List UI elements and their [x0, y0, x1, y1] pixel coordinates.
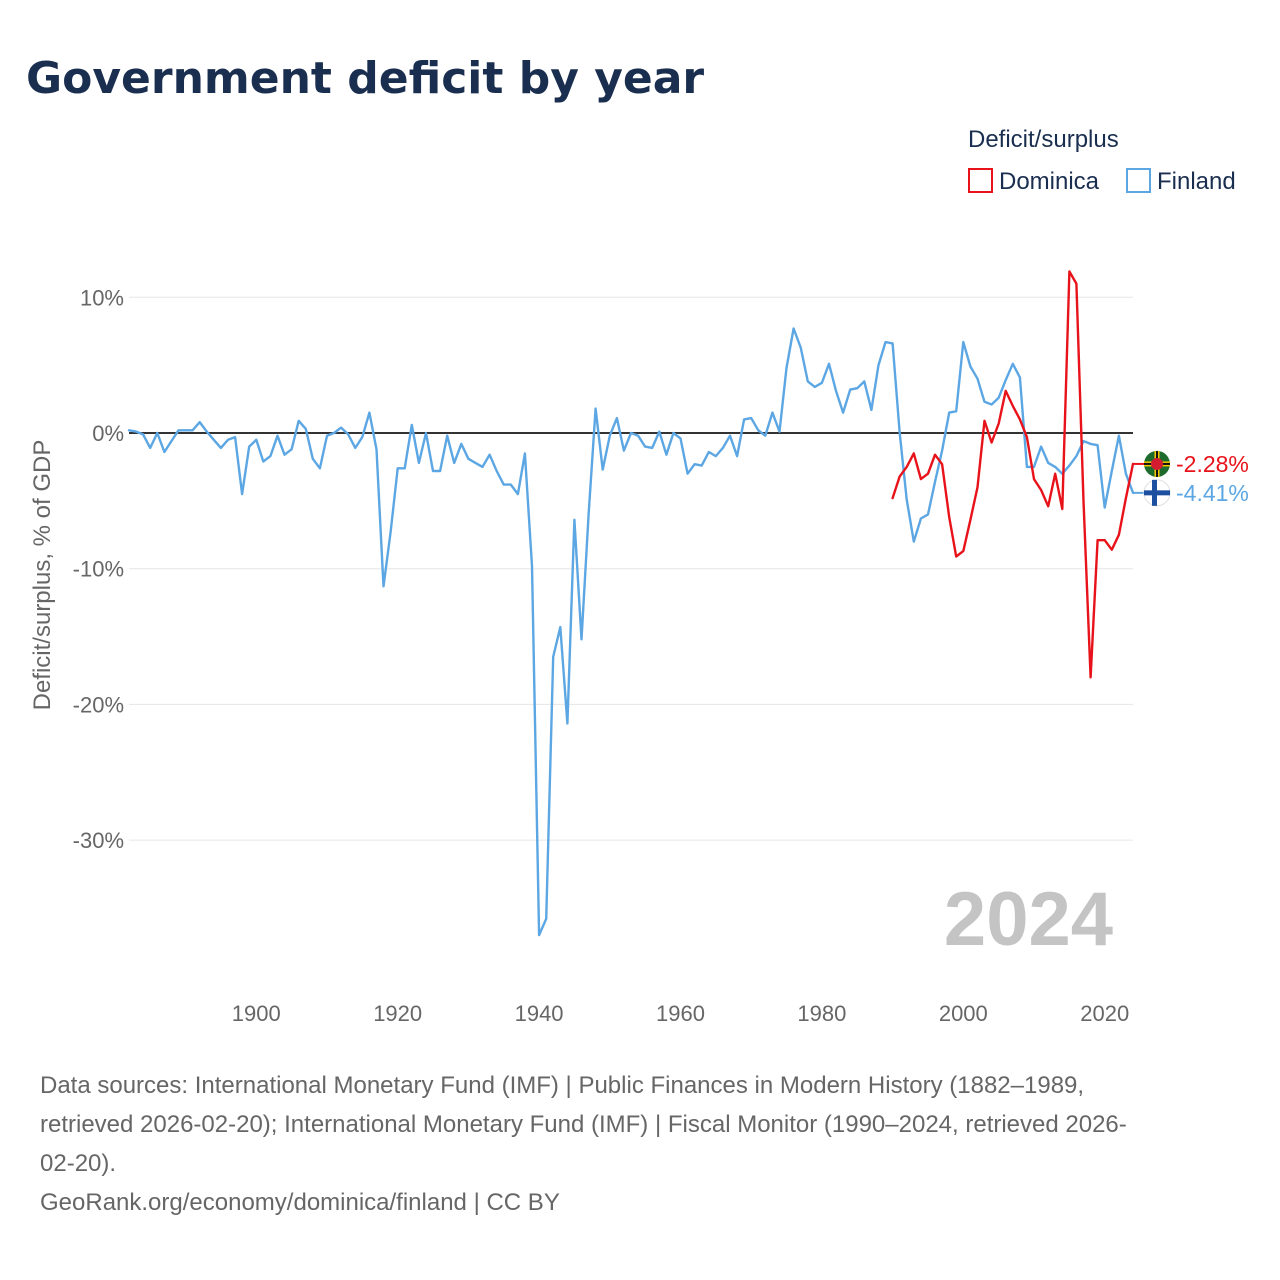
y-tick-label: -20%: [73, 692, 124, 717]
x-tick-label: 1940: [515, 1001, 564, 1026]
finland-flag-icon: [1143, 479, 1171, 507]
x-tick-label: 1980: [797, 1001, 846, 1026]
x-axis-ticks: 1900 1920 1940 1960 1980 2000 2020: [232, 1001, 1129, 1026]
source-line-1: Data sources: International Monetary Fun…: [40, 1072, 1084, 1099]
dominica-flag-icon: [1144, 450, 1170, 477]
legend-item-finland[interactable]: Finland: [1126, 168, 1236, 195]
x-tick-label: 1920: [373, 1001, 422, 1026]
end-value-label-dominica: -2.28%: [1176, 451, 1249, 477]
y-axis-label: Deficit/surplus, % of GDP: [29, 440, 56, 711]
source-line-3: 02-20).: [40, 1150, 116, 1177]
series-line-dominica[interactable]: [891, 270, 1135, 679]
series-lines: [127, 270, 1135, 937]
x-tick-label: 1960: [656, 1001, 705, 1026]
legend-swatch-dominica: [968, 168, 993, 193]
source-line-2: retrieved 2026-02-20); International Mon…: [40, 1111, 1127, 1138]
legend-item-dominica[interactable]: Dominica: [968, 168, 1100, 195]
legend-title: Deficit/surplus: [968, 126, 1119, 153]
y-tick-label: -10%: [73, 557, 124, 582]
y-axis-ticks: 10% 0% -10% -20% -30%: [73, 285, 124, 853]
end-value-label-finland: -4.41%: [1176, 480, 1249, 506]
y-tick-label: 0%: [92, 421, 124, 446]
x-tick-label: 2000: [939, 1001, 988, 1026]
legend-swatch-finland: [1126, 168, 1151, 193]
gridlines: [129, 296, 1133, 841]
x-tick-label: 1900: [232, 1001, 281, 1026]
legend: Deficit/surplus Dominica Finland: [968, 126, 1236, 195]
legend-label-dominica: Dominica: [999, 168, 1100, 195]
year-watermark: 2024: [944, 877, 1113, 962]
chart-title: Government deficit by year: [26, 53, 704, 104]
x-tick-label: 2020: [1080, 1001, 1129, 1026]
credit-link[interactable]: GeoRank.org/economy/dominica/finland | C…: [40, 1189, 560, 1216]
legend-label-finland: Finland: [1157, 168, 1236, 195]
y-tick-label: 10%: [80, 285, 124, 310]
y-tick-label: -30%: [73, 828, 124, 853]
series-endpoints: -2.28% -4.41%: [1133, 450, 1249, 507]
series-line-finland[interactable]: [127, 327, 1135, 937]
